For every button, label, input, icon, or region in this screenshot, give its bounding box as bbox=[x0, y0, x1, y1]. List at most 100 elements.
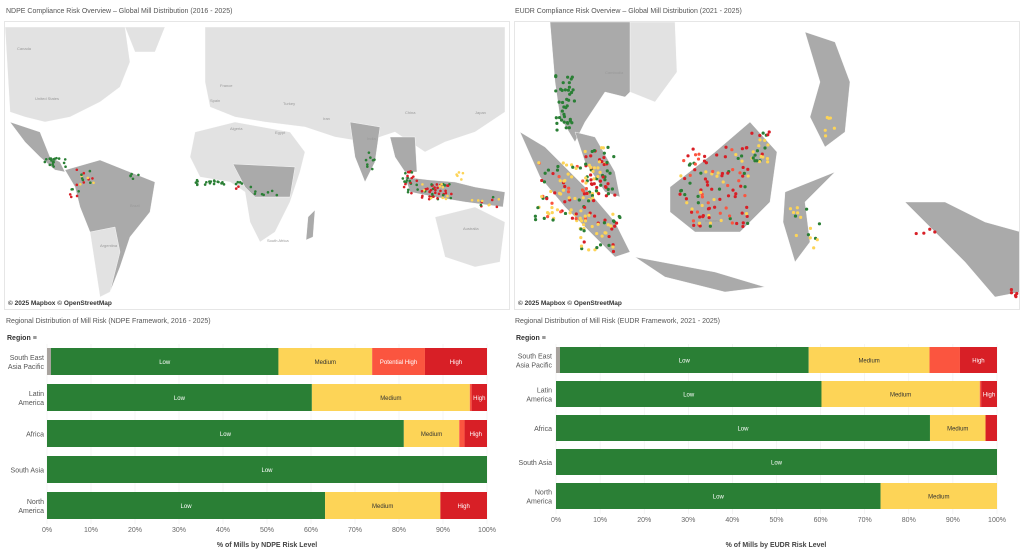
mill-point[interactable] bbox=[550, 205, 554, 210]
mill-point[interactable] bbox=[436, 196, 439, 200]
mill-point[interactable] bbox=[431, 192, 434, 196]
mill-point[interactable] bbox=[51, 163, 54, 166]
mill-point[interactable] bbox=[441, 196, 445, 200]
mill-point[interactable] bbox=[131, 177, 135, 181]
mill-point[interactable] bbox=[429, 196, 433, 200]
mill-point[interactable] bbox=[682, 159, 686, 163]
mill-point[interactable] bbox=[731, 167, 735, 172]
sort-icon[interactable]: ≡ bbox=[541, 335, 546, 342]
bar-segment-high[interactable] bbox=[981, 381, 997, 407]
mill-point[interactable] bbox=[561, 161, 565, 165]
mill-point[interactable] bbox=[449, 196, 453, 200]
mill-point[interactable] bbox=[542, 216, 546, 220]
mill-point[interactable] bbox=[586, 199, 591, 203]
mill-point[interactable] bbox=[597, 192, 601, 196]
mill-point[interactable] bbox=[237, 185, 240, 188]
mill-point[interactable] bbox=[559, 192, 563, 196]
bar-segment-medium[interactable] bbox=[325, 492, 441, 519]
mill-point[interactable] bbox=[80, 177, 84, 180]
mill-point[interactable] bbox=[584, 176, 588, 180]
mill-point[interactable] bbox=[828, 116, 833, 120]
mill-point[interactable] bbox=[728, 217, 732, 221]
mill-point[interactable] bbox=[705, 183, 710, 187]
mill-point[interactable] bbox=[601, 175, 605, 179]
mill-point[interactable] bbox=[545, 215, 550, 219]
mill-point[interactable] bbox=[589, 154, 593, 158]
mill-point[interactable] bbox=[57, 157, 61, 160]
mill-point[interactable] bbox=[457, 171, 461, 174]
mill-point[interactable] bbox=[410, 191, 413, 195]
mill-point[interactable] bbox=[565, 97, 569, 101]
bar-segment-medium[interactable] bbox=[880, 483, 997, 509]
mill-point[interactable] bbox=[584, 162, 588, 166]
mill-point[interactable] bbox=[82, 171, 86, 175]
mill-point[interactable] bbox=[735, 221, 739, 226]
mill-point[interactable] bbox=[444, 191, 448, 195]
mill-point[interactable] bbox=[567, 196, 571, 200]
mill-point[interactable] bbox=[547, 212, 551, 216]
mill-point[interactable] bbox=[562, 120, 566, 124]
mill-point[interactable] bbox=[600, 146, 604, 150]
mill-point[interactable] bbox=[755, 159, 759, 163]
mill-point[interactable] bbox=[590, 193, 595, 198]
mill-point[interactable] bbox=[595, 185, 599, 190]
mill-point[interactable] bbox=[612, 155, 616, 159]
bar-segment-high[interactable] bbox=[471, 384, 487, 411]
mill-point[interactable] bbox=[560, 109, 564, 113]
mill-point[interactable] bbox=[406, 188, 410, 192]
mill-point[interactable] bbox=[470, 198, 474, 202]
mill-point[interactable] bbox=[569, 208, 573, 212]
bar-segment-low[interactable] bbox=[50, 348, 279, 375]
mill-point[interactable] bbox=[370, 167, 374, 171]
mill-point[interactable] bbox=[610, 227, 614, 231]
mill-point[interactable] bbox=[578, 166, 582, 170]
mill-point[interactable] bbox=[607, 234, 611, 239]
mill-point[interactable] bbox=[584, 181, 588, 185]
mill-point[interactable] bbox=[742, 171, 746, 175]
mill-point[interactable] bbox=[422, 189, 426, 192]
mill-point[interactable] bbox=[574, 212, 578, 216]
mill-point[interactable] bbox=[600, 160, 604, 164]
bar-segment-low[interactable] bbox=[47, 420, 404, 447]
mill-point[interactable] bbox=[746, 221, 750, 225]
mill-point[interactable] bbox=[594, 189, 599, 193]
mill-point[interactable] bbox=[731, 188, 735, 192]
mill-point[interactable] bbox=[817, 222, 822, 226]
mill-point[interactable] bbox=[727, 214, 732, 218]
bar-segment-low[interactable] bbox=[556, 449, 997, 475]
bar-segment-low[interactable] bbox=[556, 415, 930, 441]
mill-point[interactable] bbox=[585, 191, 589, 196]
mill-point[interactable] bbox=[439, 189, 442, 193]
mill-point[interactable] bbox=[438, 184, 442, 188]
mill-point[interactable] bbox=[408, 179, 412, 183]
mill-point[interactable] bbox=[540, 194, 544, 199]
mill-point[interactable] bbox=[441, 193, 445, 197]
mill-point[interactable] bbox=[542, 180, 547, 184]
mill-point[interactable] bbox=[583, 214, 587, 218]
mill-point[interactable] bbox=[446, 194, 449, 198]
mill-point[interactable] bbox=[64, 165, 67, 168]
mill-point[interactable] bbox=[444, 189, 447, 193]
mill-point[interactable] bbox=[766, 143, 770, 147]
mill-point[interactable] bbox=[234, 187, 238, 190]
mill-point[interactable] bbox=[557, 175, 561, 179]
mill-point[interactable] bbox=[738, 171, 742, 175]
mill-point[interactable] bbox=[716, 171, 720, 175]
mill-point[interactable] bbox=[696, 201, 700, 205]
mill-point[interactable] bbox=[491, 195, 495, 199]
mill-point[interactable] bbox=[421, 194, 424, 198]
mill-point[interactable] bbox=[559, 118, 564, 122]
mill-point[interactable] bbox=[570, 216, 575, 220]
mill-point[interactable] bbox=[1009, 288, 1014, 292]
mill-point[interactable] bbox=[554, 116, 558, 120]
bar-segment-high[interactable] bbox=[959, 347, 997, 373]
mill-point[interactable] bbox=[581, 179, 585, 183]
mill-point[interactable] bbox=[550, 201, 554, 205]
mill-point[interactable] bbox=[796, 211, 800, 215]
mill-point[interactable] bbox=[700, 195, 705, 199]
mill-point[interactable] bbox=[825, 115, 829, 120]
mill-point[interactable] bbox=[761, 131, 765, 135]
mill-point[interactable] bbox=[533, 214, 537, 218]
mill-point[interactable] bbox=[823, 134, 828, 138]
mill-point[interactable] bbox=[746, 174, 750, 178]
